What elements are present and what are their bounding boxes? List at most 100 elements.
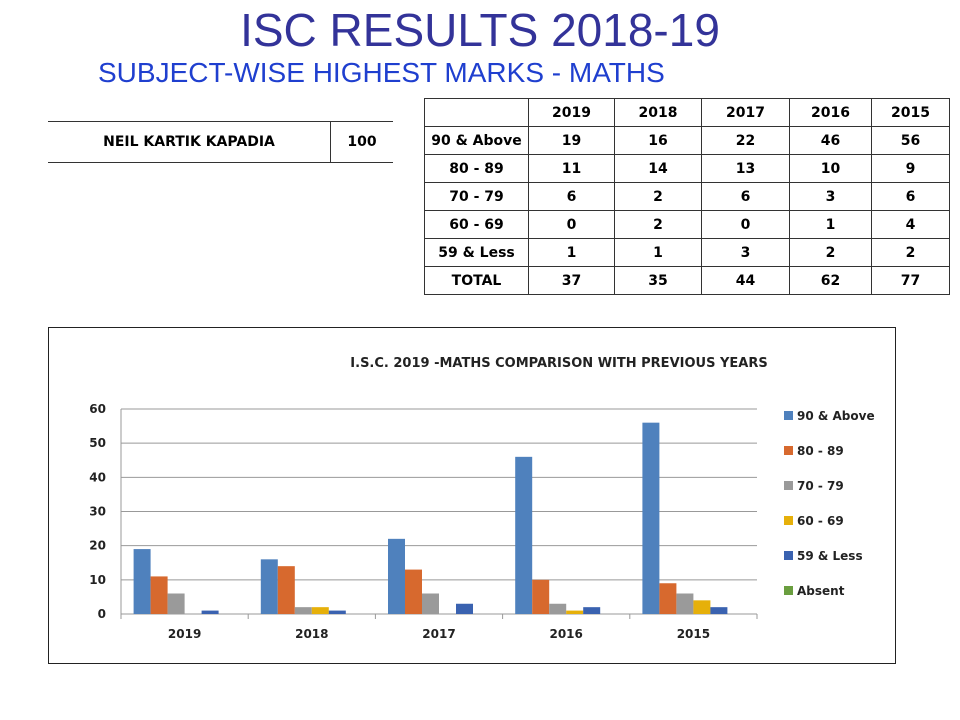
y-tick-label: 50 <box>89 436 106 450</box>
topper-marks: 100 <box>330 121 393 163</box>
bar-90-above <box>260 559 278 614</box>
y-tick-label: 60 <box>89 402 106 416</box>
table-cell: 44 <box>701 266 790 295</box>
bar-90-above <box>133 549 151 614</box>
table-cell: 16 <box>614 126 702 155</box>
column-header <box>424 98 529 127</box>
bar-chart: I.S.C. 2019 -MATHS COMPARISON WITH PREVI… <box>89 356 874 641</box>
table-cell: 6 <box>871 182 950 211</box>
table-cell: 11 <box>528 154 615 183</box>
bar-90-above <box>515 456 533 614</box>
bar-80-89 <box>532 579 550 614</box>
table-cell: 37 <box>528 266 615 295</box>
results-table: 2019 2018 2017 2016 2015 90 & Above 19 16 22 46 56… <box>424 98 950 295</box>
bar-90-above <box>642 422 660 614</box>
x-tick-label: 2019 <box>168 627 201 641</box>
legend-swatch <box>784 551 793 560</box>
legend-swatch <box>784 446 793 455</box>
table-cell: 19 <box>528 126 615 155</box>
bar-59-less <box>710 607 728 614</box>
x-tick-label: 2017 <box>422 627 455 641</box>
y-tick-label: 0 <box>98 607 106 621</box>
bar-70-79 <box>676 593 694 614</box>
legend-swatch <box>784 411 793 420</box>
table-row: 60 - 69 0 2 0 1 4 <box>424 210 950 239</box>
table-cell: 6 <box>701 182 790 211</box>
row-label: 80 - 89 <box>424 154 529 183</box>
table-cell: 0 <box>528 210 615 239</box>
y-tick-label: 10 <box>89 573 106 587</box>
bar-80-89 <box>659 583 677 614</box>
table-cell: 2 <box>871 238 950 267</box>
row-label: 70 - 79 <box>424 182 529 211</box>
legend-label: Absent <box>797 584 845 598</box>
table-cell: 1 <box>528 238 615 267</box>
legend-label: 59 & Less <box>797 549 863 563</box>
y-tick-label: 40 <box>89 470 106 484</box>
table-cell: 14 <box>614 154 702 183</box>
legend-label: 80 - 89 <box>797 444 844 458</box>
bar-70-79 <box>549 603 567 614</box>
table-cell: 77 <box>871 266 950 295</box>
topper-table: NEIL KARTIK KAPADIA 100 <box>48 121 393 163</box>
bar-80-89 <box>150 576 168 614</box>
table-cell: 0 <box>701 210 790 239</box>
table-cell: 13 <box>701 154 790 183</box>
topper-name: NEIL KARTIK KAPADIA <box>48 121 331 163</box>
table-cell: 2 <box>789 238 872 267</box>
bar-60-69 <box>311 607 329 614</box>
table-cell: 1 <box>614 238 702 267</box>
x-tick-label: 2016 <box>549 627 582 641</box>
table-cell: 6 <box>528 182 615 211</box>
bar-60-69 <box>566 610 584 614</box>
legend-label: 70 - 79 <box>797 479 844 493</box>
slide-subtitle: SUBJECT-WISE HIGHEST MARKS - MATHS <box>98 57 665 88</box>
table-cell: 46 <box>789 126 872 155</box>
table-row: TOTAL 37 35 44 62 77 <box>424 266 950 295</box>
bar-90-above <box>388 538 405 614</box>
table-row: 80 - 89 11 14 13 10 9 <box>424 154 950 183</box>
column-header: 2015 <box>871 98 950 127</box>
y-tick-label: 30 <box>89 505 106 519</box>
column-header: 2016 <box>789 98 872 127</box>
legend-label: 60 - 69 <box>797 514 844 528</box>
x-tick-label: 2018 <box>295 627 328 641</box>
table-cell: 3 <box>701 238 790 267</box>
slide-title: ISC RESULTS 2018-19 <box>240 4 720 56</box>
row-label: 90 & Above <box>424 126 529 155</box>
bar-70-79 <box>167 593 185 614</box>
bar-59-less <box>456 603 473 614</box>
table-cell: 1 <box>789 210 872 239</box>
table-cell: 2 <box>614 182 702 211</box>
legend-swatch <box>784 586 793 595</box>
table-row: 70 - 79 6 2 6 3 6 <box>424 182 950 211</box>
table-cell: 62 <box>789 266 872 295</box>
row-label: 60 - 69 <box>424 210 529 239</box>
bar-59-less <box>583 607 601 614</box>
bar-59-less <box>201 610 219 614</box>
table-cell: 22 <box>701 126 790 155</box>
legend-swatch <box>784 516 793 525</box>
legend-swatch <box>784 481 793 490</box>
table-row: 59 & Less 1 1 3 2 2 <box>424 238 950 267</box>
bar-80-89 <box>405 569 422 614</box>
table-cell: 10 <box>789 154 872 183</box>
y-tick-label: 20 <box>89 539 106 553</box>
table-cell: 4 <box>871 210 950 239</box>
table-header-row: 2019 2018 2017 2016 2015 <box>424 98 950 127</box>
table-cell: 9 <box>871 154 950 183</box>
column-header: 2017 <box>701 98 790 127</box>
bar-80-89 <box>277 566 295 614</box>
x-tick-label: 2015 <box>677 627 710 641</box>
chart-title: I.S.C. 2019 -MATHS COMPARISON WITH PREVI… <box>350 356 767 371</box>
table-cell: 56 <box>871 126 950 155</box>
table-cell: 2 <box>614 210 702 239</box>
bar-70-79 <box>422 593 439 614</box>
row-label: TOTAL <box>424 266 529 295</box>
bar-70-79 <box>294 607 312 614</box>
row-label: 59 & Less <box>424 238 529 267</box>
column-header: 2018 <box>614 98 702 127</box>
table-row: 90 & Above 19 16 22 46 56 <box>424 126 950 155</box>
column-header: 2019 <box>528 98 615 127</box>
